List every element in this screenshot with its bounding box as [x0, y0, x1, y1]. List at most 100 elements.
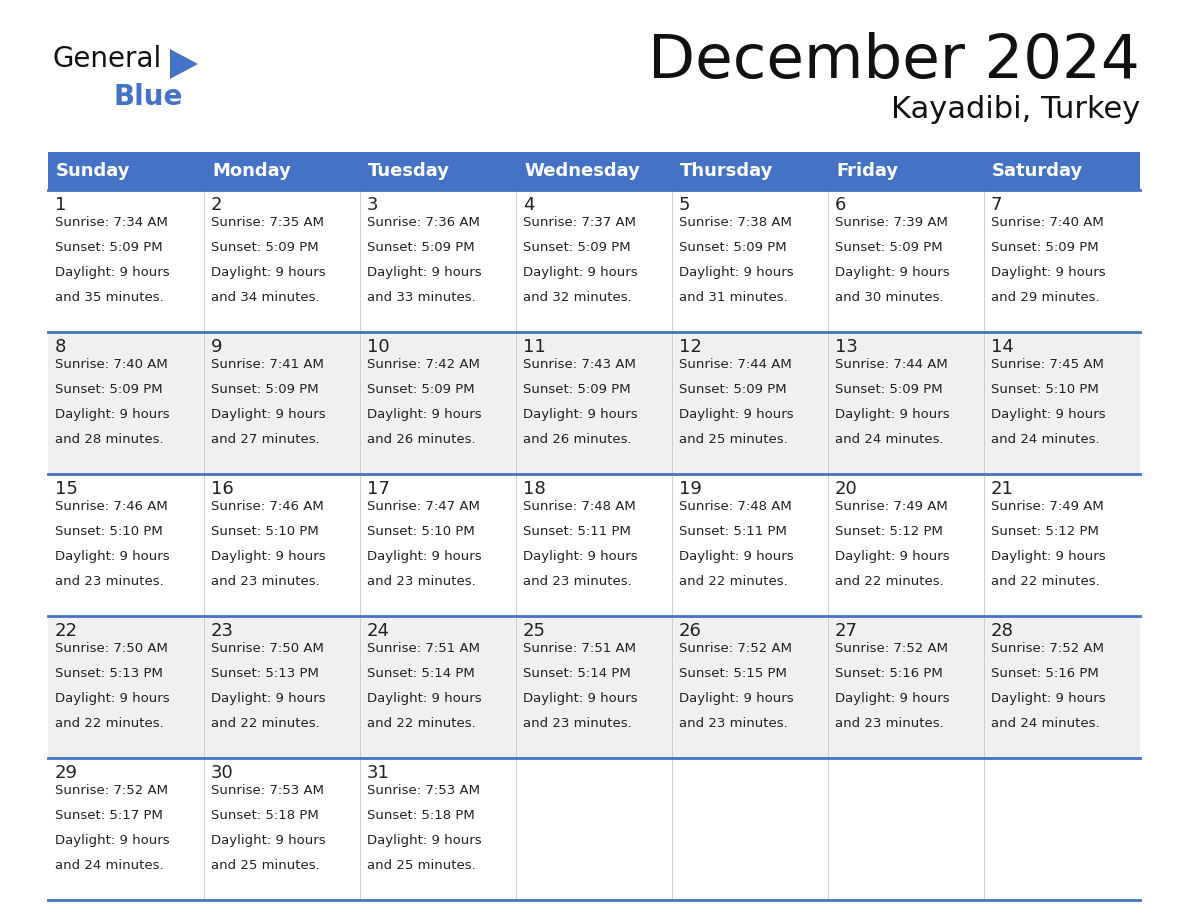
Text: Sunset: 5:15 PM: Sunset: 5:15 PM	[680, 666, 786, 680]
Text: Daylight: 9 hours: Daylight: 9 hours	[55, 408, 170, 420]
Text: 24: 24	[367, 622, 390, 640]
Bar	[672, 152, 828, 190]
Bar	[984, 474, 1140, 616]
Text: Sunset: 5:09 PM: Sunset: 5:09 PM	[367, 241, 475, 254]
Text: Sunset: 5:11 PM: Sunset: 5:11 PM	[680, 525, 786, 538]
Text: Thursday: Thursday	[680, 162, 773, 180]
Text: Sunset: 5:09 PM: Sunset: 5:09 PM	[523, 241, 631, 254]
Text: 26: 26	[680, 622, 702, 640]
Bar	[360, 152, 516, 190]
Bar	[828, 152, 984, 190]
Text: and 34 minutes.: and 34 minutes.	[211, 291, 320, 304]
Text: Daylight: 9 hours: Daylight: 9 hours	[211, 834, 326, 846]
Bar	[828, 190, 984, 332]
Text: Daylight: 9 hours: Daylight: 9 hours	[55, 691, 170, 705]
Text: Monday: Monday	[211, 162, 291, 180]
Text: December 2024: December 2024	[649, 32, 1140, 91]
Text: Sunset: 5:14 PM: Sunset: 5:14 PM	[523, 666, 631, 680]
Text: Sunrise: 7:37 AM: Sunrise: 7:37 AM	[523, 216, 636, 229]
Text: Daylight: 9 hours: Daylight: 9 hours	[211, 408, 326, 420]
Text: Sunrise: 7:46 AM: Sunrise: 7:46 AM	[55, 500, 168, 513]
Text: Daylight: 9 hours: Daylight: 9 hours	[55, 265, 170, 279]
Text: and 28 minutes.: and 28 minutes.	[55, 432, 164, 445]
Text: 22: 22	[55, 622, 78, 640]
Text: Sunset: 5:16 PM: Sunset: 5:16 PM	[991, 666, 1099, 680]
Bar	[204, 152, 360, 190]
Text: 21: 21	[991, 480, 1013, 498]
Text: Sunrise: 7:48 AM: Sunrise: 7:48 AM	[523, 500, 636, 513]
Text: and 22 minutes.: and 22 minutes.	[55, 717, 164, 730]
Text: and 22 minutes.: and 22 minutes.	[211, 717, 320, 730]
Text: Sunset: 5:09 PM: Sunset: 5:09 PM	[680, 383, 786, 396]
Bar	[672, 190, 828, 332]
Text: Sunset: 5:12 PM: Sunset: 5:12 PM	[835, 525, 943, 538]
Text: 7: 7	[991, 196, 1003, 214]
Text: Sunset: 5:18 PM: Sunset: 5:18 PM	[211, 809, 318, 822]
Bar	[48, 152, 204, 190]
Text: 1: 1	[55, 196, 67, 214]
Text: 12: 12	[680, 338, 702, 356]
Text: Daylight: 9 hours: Daylight: 9 hours	[835, 265, 949, 279]
Text: Blue: Blue	[114, 83, 183, 111]
Text: Daylight: 9 hours: Daylight: 9 hours	[991, 691, 1106, 705]
Text: 6: 6	[835, 196, 846, 214]
Bar	[672, 474, 828, 616]
Text: 15: 15	[55, 480, 78, 498]
Bar	[204, 474, 360, 616]
Bar	[984, 152, 1140, 190]
Text: Sunrise: 7:38 AM: Sunrise: 7:38 AM	[680, 216, 792, 229]
Text: and 30 minutes.: and 30 minutes.	[835, 291, 943, 304]
Text: Daylight: 9 hours: Daylight: 9 hours	[367, 834, 481, 846]
Text: Sunrise: 7:48 AM: Sunrise: 7:48 AM	[680, 500, 791, 513]
Text: Sunrise: 7:34 AM: Sunrise: 7:34 AM	[55, 216, 168, 229]
Text: and 23 minutes.: and 23 minutes.	[523, 717, 632, 730]
Bar	[516, 332, 672, 474]
Bar	[360, 190, 516, 332]
Text: and 32 minutes.: and 32 minutes.	[523, 291, 632, 304]
Text: Sunrise: 7:45 AM: Sunrise: 7:45 AM	[991, 358, 1104, 371]
Text: and 22 minutes.: and 22 minutes.	[367, 717, 475, 730]
Text: Daylight: 9 hours: Daylight: 9 hours	[523, 265, 638, 279]
Bar	[360, 616, 516, 758]
Text: Sunset: 5:14 PM: Sunset: 5:14 PM	[367, 666, 475, 680]
Text: Daylight: 9 hours: Daylight: 9 hours	[991, 550, 1106, 563]
Bar	[48, 616, 204, 758]
Text: and 26 minutes.: and 26 minutes.	[523, 432, 632, 445]
Text: Sunrise: 7:52 AM: Sunrise: 7:52 AM	[991, 642, 1104, 655]
Text: 8: 8	[55, 338, 67, 356]
Text: and 23 minutes.: and 23 minutes.	[680, 717, 788, 730]
Text: 11: 11	[523, 338, 545, 356]
Bar	[984, 758, 1140, 900]
Text: 28: 28	[991, 622, 1013, 640]
Text: and 24 minutes.: and 24 minutes.	[55, 858, 164, 871]
Text: Saturday: Saturday	[992, 162, 1083, 180]
Text: 9: 9	[211, 338, 222, 356]
Text: 19: 19	[680, 480, 702, 498]
Bar	[672, 332, 828, 474]
Text: 30: 30	[211, 764, 234, 782]
Text: and 23 minutes.: and 23 minutes.	[55, 575, 164, 588]
Text: Daylight: 9 hours: Daylight: 9 hours	[680, 265, 794, 279]
Text: Sunset: 5:09 PM: Sunset: 5:09 PM	[55, 383, 163, 396]
Text: and 24 minutes.: and 24 minutes.	[835, 432, 943, 445]
Text: 4: 4	[523, 196, 535, 214]
Text: and 25 minutes.: and 25 minutes.	[211, 858, 320, 871]
Bar	[984, 190, 1140, 332]
Text: 16: 16	[211, 480, 234, 498]
Text: 14: 14	[991, 338, 1013, 356]
Text: Sunset: 5:09 PM: Sunset: 5:09 PM	[523, 383, 631, 396]
Bar	[672, 616, 828, 758]
Text: and 33 minutes.: and 33 minutes.	[367, 291, 475, 304]
Text: and 27 minutes.: and 27 minutes.	[211, 432, 320, 445]
Text: and 22 minutes.: and 22 minutes.	[680, 575, 788, 588]
Text: Sunset: 5:16 PM: Sunset: 5:16 PM	[835, 666, 943, 680]
Text: Sunrise: 7:51 AM: Sunrise: 7:51 AM	[523, 642, 636, 655]
Bar	[672, 758, 828, 900]
Text: Sunset: 5:09 PM: Sunset: 5:09 PM	[367, 383, 475, 396]
Bar	[828, 332, 984, 474]
Bar	[360, 474, 516, 616]
Text: Sunrise: 7:42 AM: Sunrise: 7:42 AM	[367, 358, 480, 371]
Text: and 35 minutes.: and 35 minutes.	[55, 291, 164, 304]
Text: Sunset: 5:10 PM: Sunset: 5:10 PM	[55, 525, 163, 538]
Text: Daylight: 9 hours: Daylight: 9 hours	[367, 550, 481, 563]
